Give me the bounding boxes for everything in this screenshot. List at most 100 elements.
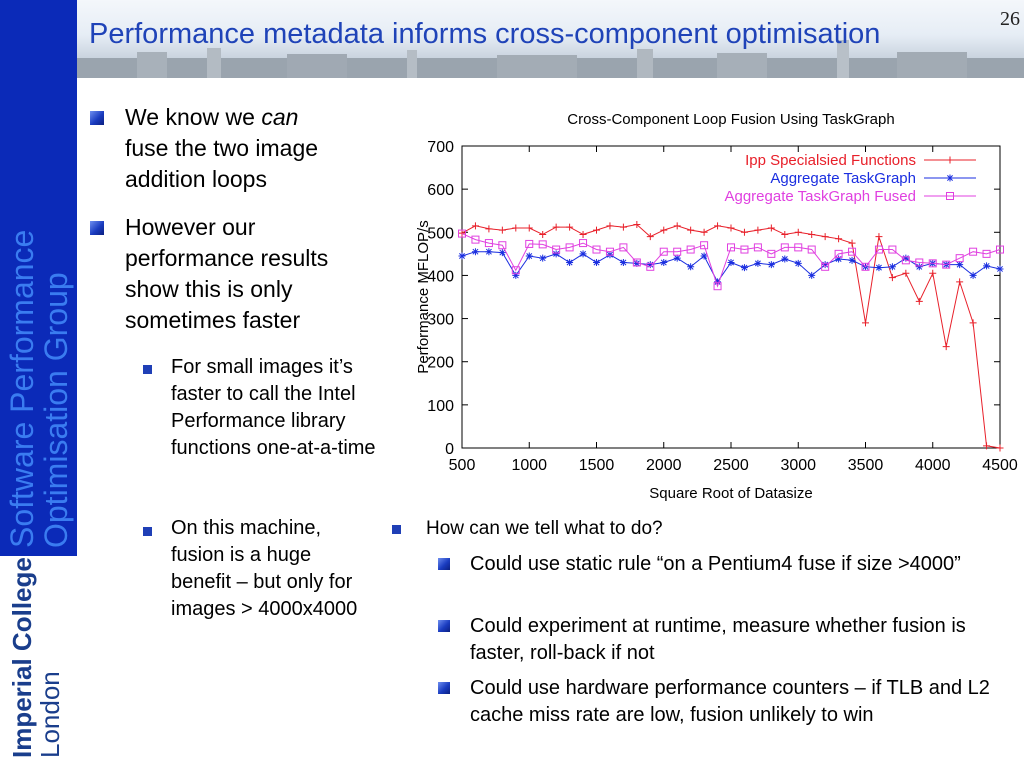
data-point xyxy=(552,245,561,254)
x-tick-label: 3500 xyxy=(848,457,884,474)
data-point xyxy=(525,252,533,260)
x-tick-label: 500 xyxy=(449,457,476,474)
data-point xyxy=(687,226,695,234)
slide-title: Performance metadata informs cross-compo… xyxy=(89,18,881,50)
data-point xyxy=(593,226,600,234)
sub-bullet-static-rule: Could use static rule “on a Pentium4 fus… xyxy=(470,553,961,575)
data-point xyxy=(632,258,641,267)
data-point xyxy=(525,224,533,232)
data-point xyxy=(471,222,479,230)
data-point xyxy=(794,259,802,267)
data-point xyxy=(888,274,896,282)
data-point xyxy=(646,261,654,269)
data-point xyxy=(619,223,627,231)
y-tick-label: 0 xyxy=(445,441,454,458)
x-axis-label: Square Root of Datasize xyxy=(649,485,812,502)
data-point xyxy=(673,247,682,256)
data-point xyxy=(498,226,506,234)
data-point xyxy=(807,245,816,254)
data-point xyxy=(901,256,910,265)
data-point xyxy=(955,254,964,263)
data-point xyxy=(821,233,829,241)
page-number: 26 xyxy=(1000,8,1020,30)
data-point xyxy=(996,444,1004,452)
data-point xyxy=(767,224,775,232)
data-point xyxy=(821,262,830,271)
bullet-how-to-decide: How can we tell what to do? xyxy=(426,518,663,539)
bullet-marker xyxy=(90,221,104,235)
data-point xyxy=(727,243,735,252)
x-tick-label: 4000 xyxy=(915,457,951,474)
data-point xyxy=(552,250,560,258)
data-point xyxy=(605,247,614,256)
data-point xyxy=(538,240,547,249)
data-point xyxy=(512,224,520,232)
data-point xyxy=(471,235,480,244)
data-point xyxy=(946,192,954,200)
data-point xyxy=(458,252,466,260)
data-point xyxy=(874,245,883,254)
data-point xyxy=(566,223,574,231)
data-point xyxy=(835,255,843,263)
bullet-fuse-loops-emphasis: can xyxy=(261,104,299,130)
data-point xyxy=(754,226,762,234)
data-point xyxy=(673,222,681,230)
data-point xyxy=(808,271,816,279)
data-point xyxy=(659,247,668,256)
data-point xyxy=(875,264,883,272)
data-point xyxy=(861,262,870,271)
data-point xyxy=(969,271,977,279)
data-point xyxy=(942,260,951,269)
data-point xyxy=(485,248,493,256)
data-point xyxy=(982,249,991,258)
data-point xyxy=(633,259,641,267)
legend-label: Ipp Specialsied Functions xyxy=(745,152,916,169)
sub-bullet-marker xyxy=(438,558,450,570)
data-point xyxy=(996,245,1004,254)
x-tick-label: 2000 xyxy=(646,457,682,474)
y-tick-label: 100 xyxy=(427,398,454,415)
data-point xyxy=(458,229,466,237)
data-point xyxy=(485,225,493,233)
data-point xyxy=(714,222,722,230)
bullet-fuse-loops: We know we can fuse the two image additi… xyxy=(125,102,380,195)
data-point xyxy=(539,254,547,262)
data-point xyxy=(740,245,749,254)
data-point xyxy=(633,221,641,229)
x-tick-label: 1500 xyxy=(579,457,615,474)
sub-bullet-fusion-benefit: On this machine, fusion is a huge benefi… xyxy=(171,517,358,620)
data-point xyxy=(767,261,775,269)
data-point xyxy=(619,243,628,252)
data-point xyxy=(862,319,869,327)
data-point xyxy=(781,230,789,238)
data-point xyxy=(754,259,762,267)
sub-bullet-runtime-experiment: Could experiment at runtime, measure whe… xyxy=(470,615,966,664)
data-point xyxy=(660,258,668,266)
data-point xyxy=(646,233,654,241)
data-point xyxy=(512,271,520,279)
data-point xyxy=(686,245,695,254)
slide-header: Performance metadata informs cross-compo… xyxy=(77,0,1024,78)
data-point xyxy=(579,230,587,238)
data-point xyxy=(579,239,588,248)
imperial-college-logo: Imperial College London xyxy=(0,556,77,768)
data-point xyxy=(821,261,829,269)
data-point xyxy=(753,243,762,252)
data-point xyxy=(593,258,600,266)
sub-bullet-marker xyxy=(438,620,450,632)
bullet-fuse-loops-post: fuse the two image addition loops xyxy=(125,135,319,192)
data-point xyxy=(915,263,923,271)
data-point xyxy=(566,258,574,266)
x-tick-label: 3000 xyxy=(780,457,816,474)
bullet-marker xyxy=(392,525,401,534)
sub-bullet-marker xyxy=(143,365,152,374)
sidebar-blue-panel xyxy=(0,0,77,556)
data-point xyxy=(928,259,937,268)
fusion-performance-chart: Cross-Component Loop Fusion Using TaskGr… xyxy=(415,111,1018,502)
data-point xyxy=(687,263,695,271)
y-axis-label: Performance MFLOP/s xyxy=(415,220,432,373)
logo-line-1: Imperial College xyxy=(7,557,37,758)
data-point xyxy=(848,256,856,264)
data-point xyxy=(700,252,708,260)
data-point xyxy=(848,239,856,247)
